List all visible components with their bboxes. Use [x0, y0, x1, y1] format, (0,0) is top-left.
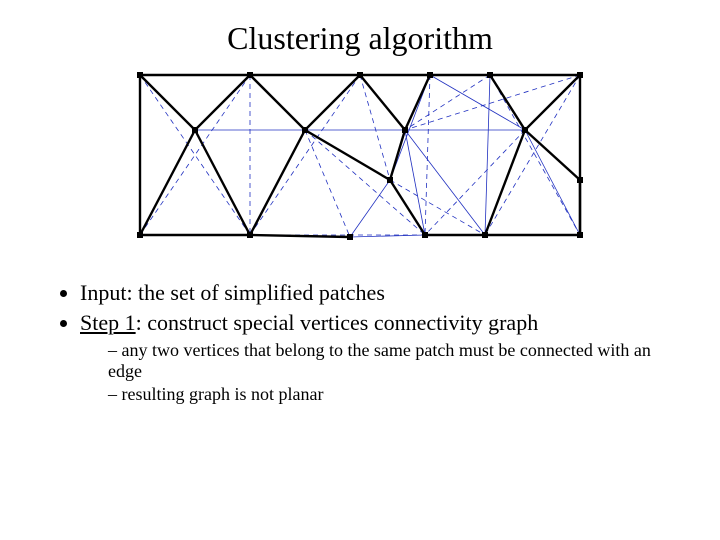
sub-bullet-2: resulting graph is not planar — [108, 384, 660, 405]
graph-svg — [130, 65, 590, 250]
graph-diagram — [60, 65, 660, 250]
sub-bullet-1: any two vertices that belong to the same… — [108, 340, 660, 382]
step1-label: Step 1 — [80, 310, 136, 335]
step1-rest: : construct special vertices connectivit… — [136, 310, 539, 335]
bullet-list: Input: the set of simplified patches Ste… — [80, 280, 660, 405]
bullet-input: Input: the set of simplified patches — [80, 280, 660, 306]
bullet-step1: Step 1: construct special vertices conne… — [80, 310, 660, 405]
sub-bullet-list: any two vertices that belong to the same… — [108, 340, 660, 405]
slide-title: Clustering algorithm — [60, 20, 660, 57]
